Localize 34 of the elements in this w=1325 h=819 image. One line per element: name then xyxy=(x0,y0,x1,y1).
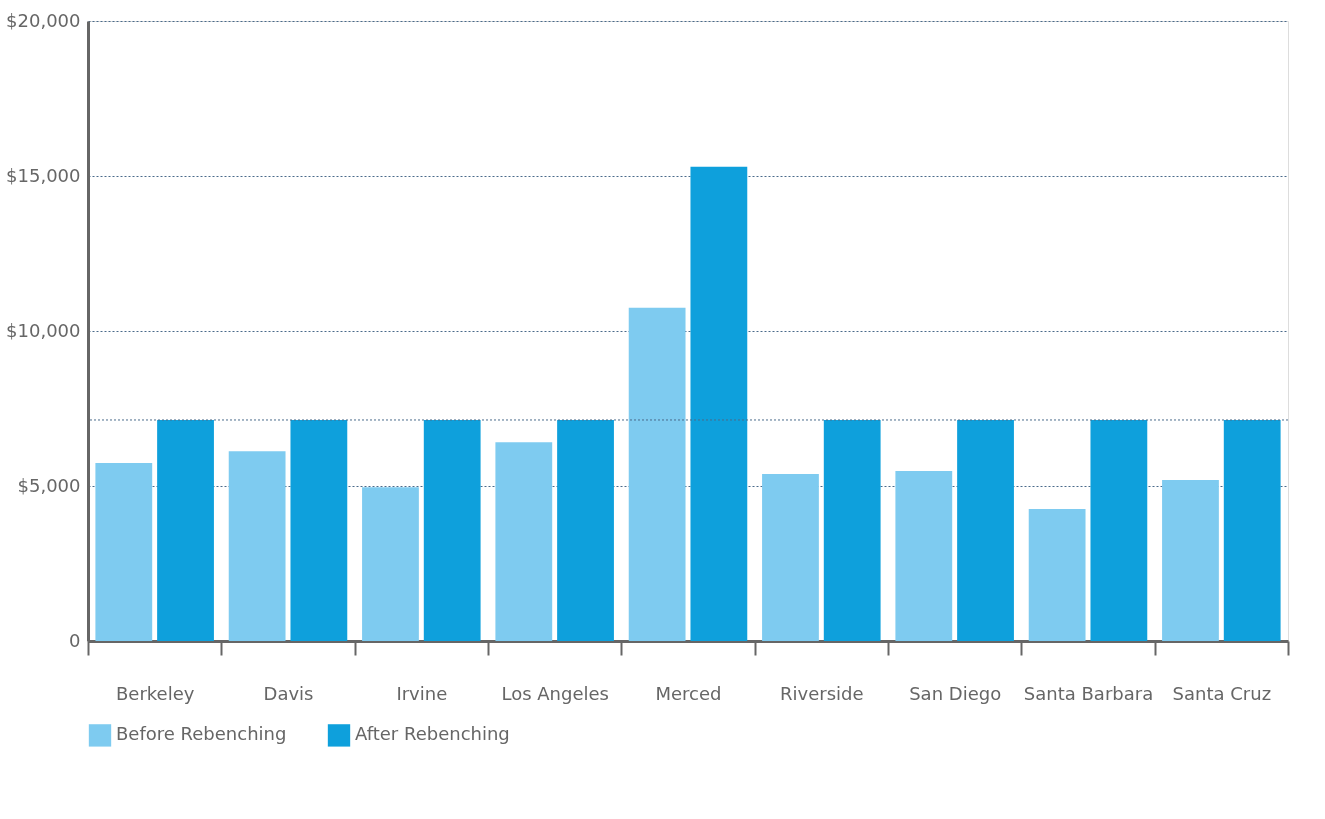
bar xyxy=(895,471,953,641)
bar xyxy=(95,463,153,641)
bar xyxy=(628,307,686,641)
x-tick-label: Santa Barbara xyxy=(1023,682,1154,704)
y-tick-label: 0 xyxy=(69,629,81,651)
bar xyxy=(823,419,881,641)
bar xyxy=(228,451,286,641)
bar xyxy=(423,419,481,641)
y-tick-label: $10,000 xyxy=(6,319,81,341)
bar xyxy=(362,487,419,641)
y-tick-label: $5,000 xyxy=(17,474,81,496)
bar xyxy=(1223,419,1281,641)
bar xyxy=(762,473,819,641)
bar xyxy=(690,166,748,641)
x-tick-label: Riverside xyxy=(780,682,864,704)
x-tick-label: Berkeley xyxy=(115,682,195,704)
legend-label: Before Rebenching xyxy=(116,723,287,745)
y-tick-label: $20,000 xyxy=(6,9,81,31)
bar xyxy=(1028,508,1086,641)
x-tick-label: Davis xyxy=(263,682,314,704)
legend-label: After Rebenching xyxy=(355,723,510,745)
bar xyxy=(1162,480,1219,641)
bar xyxy=(957,419,1014,641)
bar xyxy=(157,419,214,641)
x-tick-label: Irvine xyxy=(396,682,448,704)
y-tick-label: $15,000 xyxy=(6,164,81,186)
bar xyxy=(1090,419,1148,641)
x-tick-label: Santa Cruz xyxy=(1172,682,1272,704)
bar xyxy=(495,442,553,641)
x-tick-label: Merced xyxy=(655,682,722,704)
bar xyxy=(557,419,614,641)
x-tick-label: Los Angeles xyxy=(501,682,609,704)
x-tick-label: San Diego xyxy=(909,682,1002,704)
bar xyxy=(290,419,348,641)
